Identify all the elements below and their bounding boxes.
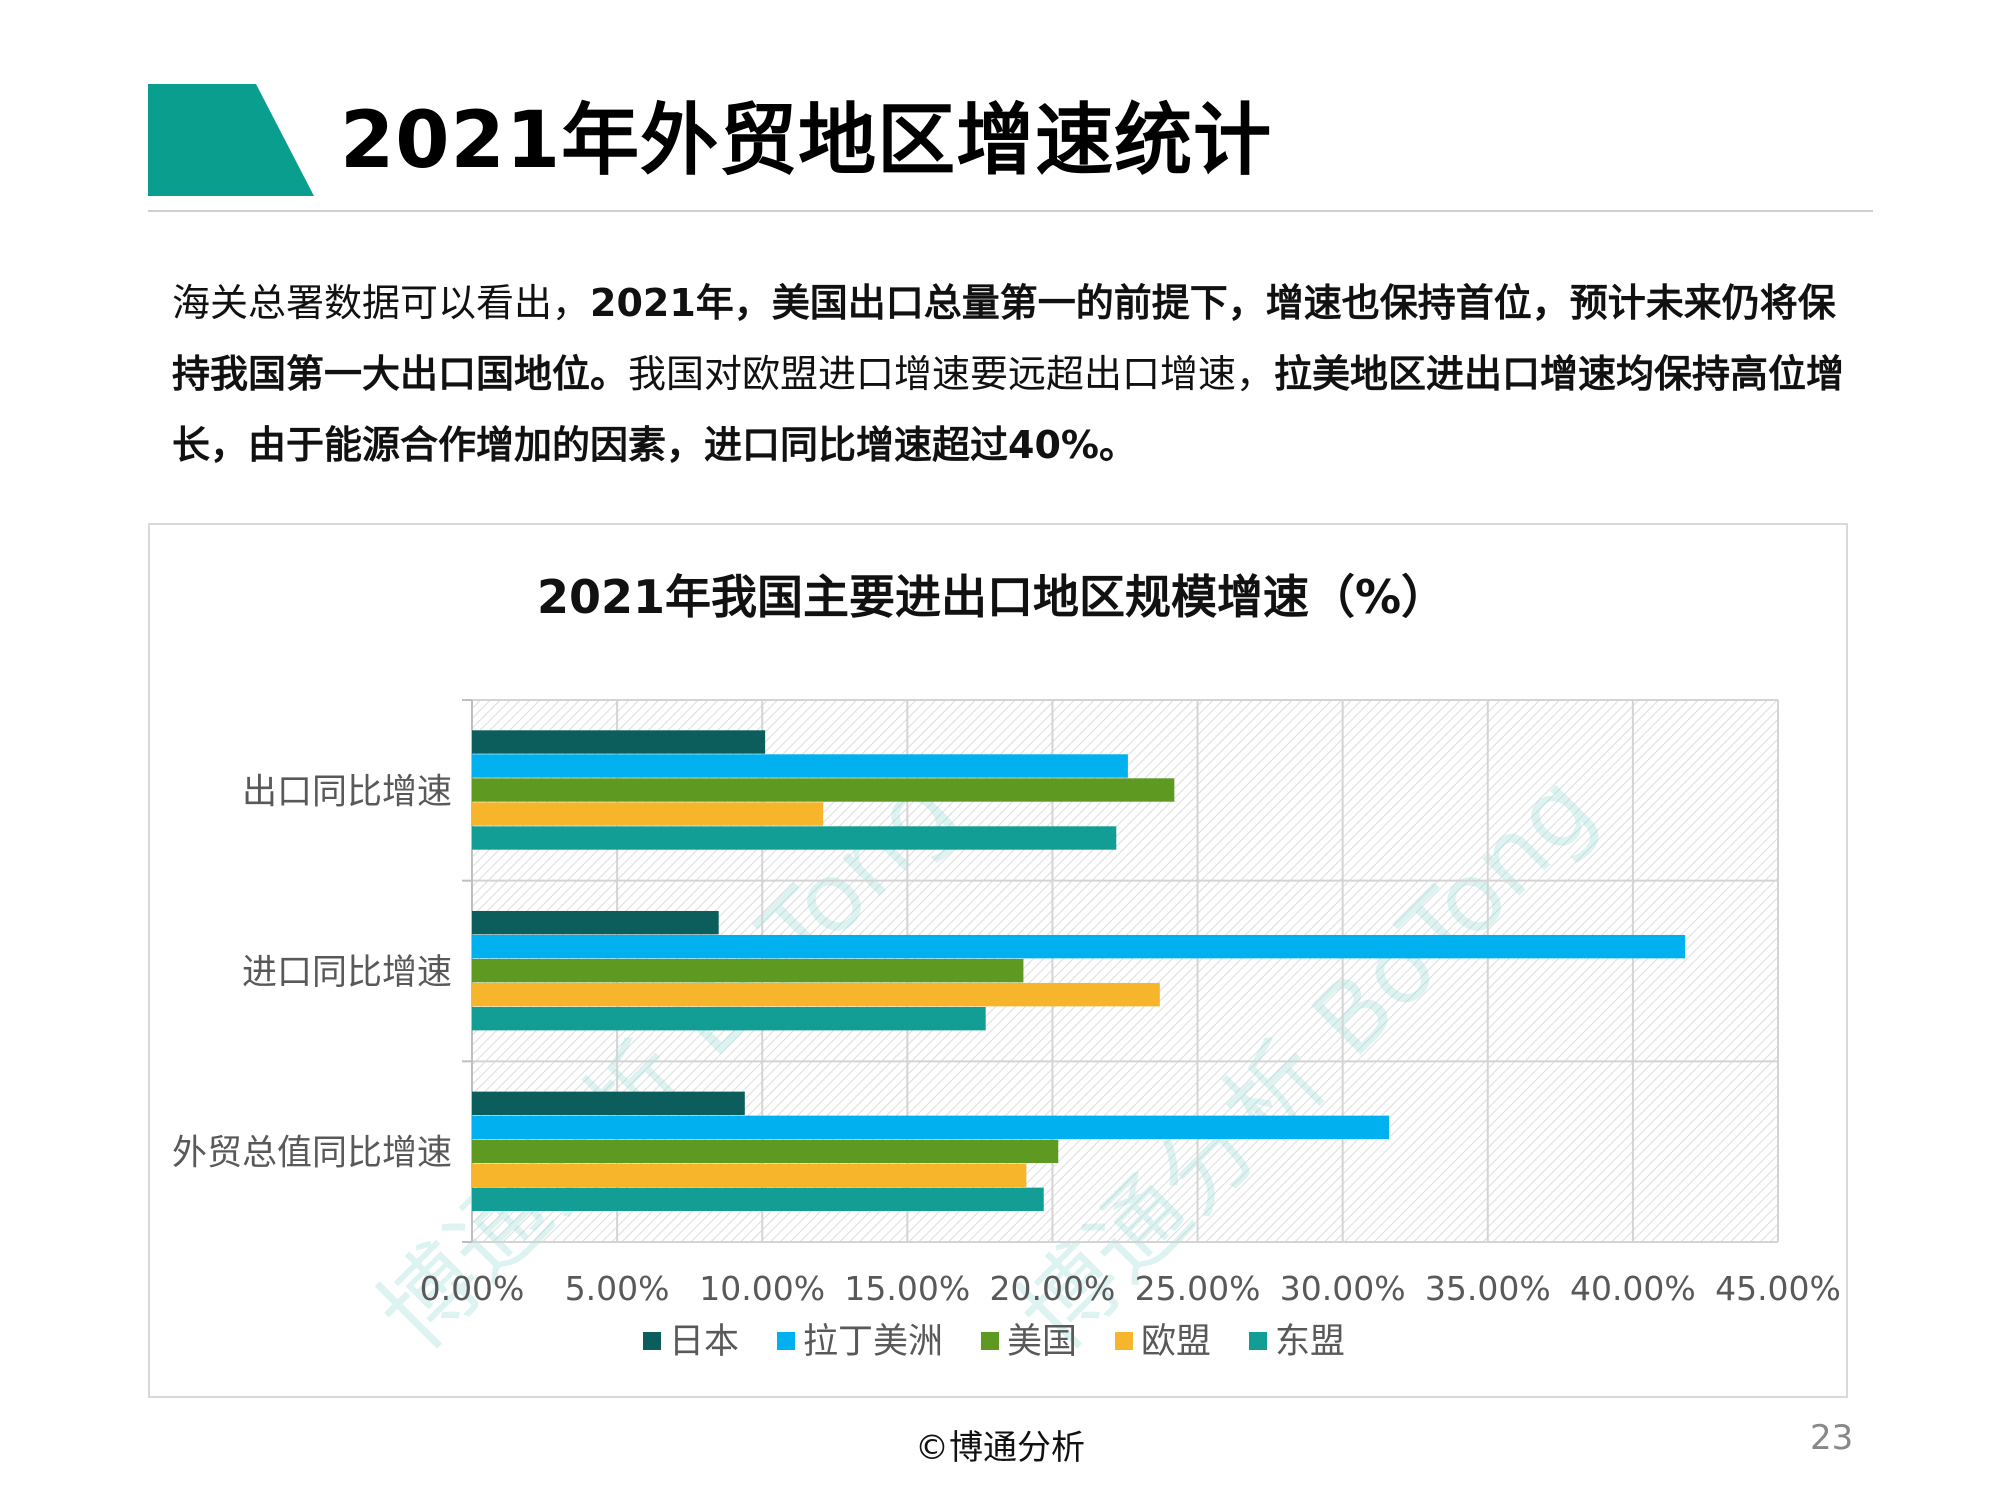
legend-label: 拉丁美洲 <box>803 1322 943 1362</box>
bar-欧盟-外贸总值同比增速 <box>472 1163 1027 1188</box>
legend-swatch <box>643 1332 661 1350</box>
x-tick-label: 30.00% <box>1280 1269 1406 1308</box>
bar-日本-外贸总值同比增速 <box>472 1091 745 1116</box>
bar-美国-进口同比增速 <box>472 958 1024 983</box>
legend-label: 美国 <box>1007 1322 1077 1362</box>
bar-美国-外贸总值同比增速 <box>472 1139 1059 1164</box>
chart-title: 2021年我国主要进出口地区规模增速（%） <box>537 570 1447 624</box>
intro-segment-3: 我国对欧盟进口增速要远超出口增速， <box>628 352 1275 396</box>
x-tick-label: 0.00% <box>420 1269 525 1308</box>
bar-东盟-外贸总值同比增速 <box>472 1187 1044 1212</box>
legend-label: 东盟 <box>1275 1322 1345 1362</box>
category-label: 出口同比增速 <box>242 772 452 812</box>
legend-swatch <box>777 1332 795 1350</box>
x-tick-label: 15.00% <box>844 1269 970 1308</box>
x-tick-label: 20.00% <box>990 1269 1116 1308</box>
intro-segment-2: 2021年，美国出口总量第一的前提下，增速也保持首位，预计未来仍将保持我国第一大… <box>172 281 1836 396</box>
bar-chart: 2021年我国主要进出口地区规模增速（%） 博通分析 BoTong博通分析 Bo… <box>172 570 1841 1371</box>
bar-欧盟-进口同比增速 <box>472 982 1160 1007</box>
footer-copyright: ©博通分析 <box>915 1428 1085 1468</box>
title-divider <box>148 210 1873 212</box>
page-number: 23 <box>1810 1418 1854 1458</box>
bars <box>472 730 1686 1212</box>
bar-拉丁美洲-外贸总值同比增速 <box>472 1115 1390 1140</box>
bar-欧盟-出口同比增速 <box>472 802 824 826</box>
bar-日本-出口同比增速 <box>472 730 766 754</box>
bar-东盟-进口同比增速 <box>472 1006 986 1031</box>
legend-label: 日本 <box>669 1322 739 1362</box>
x-tick-label: 25.00% <box>1135 1269 1261 1308</box>
legend-swatch <box>1249 1332 1267 1350</box>
intro-segment-4: 拉美地区进出口增速均保持高位增长，由于能源合作增加的因素，进口同比增速超过40%… <box>172 352 1845 467</box>
legend-swatch <box>1115 1332 1133 1350</box>
x-tick-labels: 0.00% 5.00% 10.00% 15.00% 20.00% 25.00% 30.00%… <box>420 1269 1841 1308</box>
bar-拉丁美洲-进口同比增速 <box>472 934 1686 959</box>
bar-日本-进口同比增速 <box>472 910 719 935</box>
x-tick-label: 35.00% <box>1425 1269 1551 1308</box>
x-tick-label: 45.00% <box>1715 1269 1841 1308</box>
legend-label: 欧盟 <box>1141 1322 1211 1362</box>
x-tick-label: 40.00% <box>1570 1269 1696 1308</box>
bar-拉丁美洲-出口同比增速 <box>472 754 1128 778</box>
legend: 日本 拉丁美洲 美国 欧盟 东盟 <box>643 1322 1345 1362</box>
chart-frame: 2021年我国主要进出口地区规模增速（%） 博通分析 BoTong博通分析 Bo… <box>148 523 1848 1398</box>
x-tick-label: 10.00% <box>699 1269 825 1308</box>
page-title: 2021年外贸地区增速统计 <box>340 96 1273 186</box>
bar-东盟-出口同比增速 <box>472 826 1117 850</box>
category-label: 外贸总值同比增速 <box>172 1134 452 1174</box>
intro-segment-1: 海关总署数据可以看出， <box>172 281 591 325</box>
bar-美国-出口同比增速 <box>472 778 1175 802</box>
legend-swatch <box>981 1332 999 1350</box>
category-label: 进口同比增速 <box>242 953 452 993</box>
x-tick-label: 5.00% <box>565 1269 670 1308</box>
title-accent-shape <box>148 84 314 196</box>
intro-paragraph: 海关总署数据可以看出，2021年，美国出口总量第一的前提下，增速也保持首位，预计… <box>172 268 1872 481</box>
